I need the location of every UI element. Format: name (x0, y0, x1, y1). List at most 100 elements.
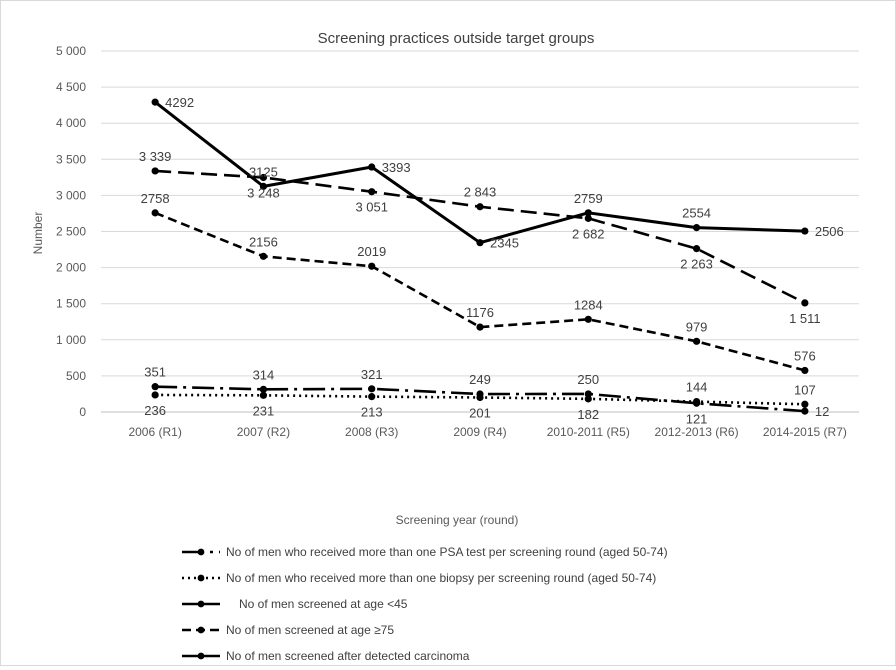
data-point (692, 398, 701, 406)
data-point (368, 393, 376, 401)
data-label: 979 (686, 319, 708, 334)
x-tick-label: 2014-2015 (R7) (763, 425, 847, 439)
legend-item: No of men screened at age ≥75 (182, 623, 394, 637)
data-label: 4292 (165, 95, 194, 110)
data-labels: 351 314 321 249 250 121 12 236 231 213 201 182 144 10… (139, 95, 844, 426)
data-point (692, 245, 701, 253)
data-label: 3 339 (139, 149, 172, 164)
y-tick-label: 5 000 (56, 44, 86, 58)
data-label: 236 (144, 403, 166, 418)
y-tick-label: 4 000 (56, 116, 86, 130)
x-tick-label: 2006 (R1) (128, 425, 181, 439)
data-label: 576 (794, 348, 816, 363)
data-label: 3393 (382, 160, 411, 175)
data-point (801, 400, 809, 408)
data-label: 249 (469, 372, 491, 387)
data-label: 121 (686, 411, 708, 426)
data-point (801, 227, 809, 235)
data-label: 3 248 (247, 185, 280, 200)
data-point (801, 407, 809, 415)
data-point (476, 239, 484, 247)
data-label: 182 (577, 407, 599, 422)
data-point (584, 214, 592, 222)
data-label: 2554 (682, 206, 711, 221)
data-label: 250 (577, 372, 599, 387)
data-label: 12 (815, 404, 829, 419)
data-point (368, 385, 376, 393)
data-label: 1176 (466, 305, 494, 320)
legend-marker (197, 626, 205, 634)
data-point (259, 391, 268, 399)
data-point (151, 98, 159, 106)
chart-title: Screening practices outside target group… (318, 30, 595, 47)
y-tick-label: 1 500 (56, 297, 86, 311)
data-label: 3 051 (355, 200, 388, 215)
data-point (476, 203, 484, 211)
y-tick-label: 1 000 (56, 333, 86, 347)
data-point (259, 252, 268, 260)
data-label: 2 843 (464, 185, 497, 200)
y-axis-ticks: 0 500 1 000 1 500 2 000 2 500 3 000 3 500 4 000 4… (56, 44, 86, 419)
data-label: 2019 (357, 244, 386, 259)
legend-marker (197, 600, 205, 608)
data-point (476, 323, 484, 331)
x-axis-ticks: 2006 (R1) 2007 (R2) 2008 (R3) 2009 (R4) 2010… (128, 425, 846, 439)
y-tick-label: 500 (66, 369, 86, 383)
legend-item: No of men who received more than one bio… (182, 571, 656, 585)
data-label: 144 (686, 380, 708, 395)
legend-label: No of men who received more than one bio… (226, 571, 656, 585)
data-label: 201 (469, 405, 491, 420)
data-label: 2345 (490, 236, 519, 251)
y-tick-label: 4 500 (56, 80, 86, 94)
data-label: 2506 (815, 224, 844, 239)
y-tick-label: 2 000 (56, 261, 86, 275)
data-point (476, 393, 484, 402)
legend-marker (197, 548, 205, 556)
data-point (801, 366, 809, 375)
y-tick-label: 3 500 (56, 152, 86, 166)
data-point (151, 209, 159, 217)
data-label: 321 (361, 367, 383, 382)
y-tick-label: 3 000 (56, 188, 86, 202)
legend-item: No of men who received more than one PSA… (182, 545, 668, 559)
data-point (692, 337, 701, 345)
data-label: 231 (253, 403, 275, 418)
data-label: 314 (253, 367, 275, 382)
legend: No of men who received more than one PSA… (182, 545, 668, 663)
data-point (259, 173, 268, 182)
legend-item: No of men screened after detected carcin… (182, 649, 470, 663)
data-point (151, 391, 159, 399)
y-tick-label: 2 500 (56, 225, 86, 239)
x-tick-label: 2007 (R2) (237, 425, 290, 439)
x-tick-label: 2012-2013 (R6) (655, 425, 739, 439)
gridlines (101, 50, 859, 413)
y-axis-label: Number (31, 212, 45, 255)
data-point (801, 299, 809, 307)
data-label: 3125 (249, 164, 278, 179)
x-axis-label: Screening year (round) (396, 513, 519, 527)
data-label: 2 682 (572, 226, 605, 241)
data-label: 2759 (574, 191, 603, 206)
legend-label: No of men who received more than one PSA… (226, 545, 668, 559)
y-tick-label: 0 (79, 405, 86, 419)
x-tick-label: 2008 (R3) (345, 425, 398, 439)
legend-label: No of men screened at age <45 (239, 597, 408, 611)
legend-marker (197, 652, 205, 660)
data-label: 1 511 (789, 311, 821, 326)
legend-marker (197, 574, 205, 582)
x-tick-label: 2010-2011 (R5) (547, 425, 630, 439)
data-point (368, 163, 376, 171)
data-point (584, 209, 592, 217)
data-label: 351 (144, 365, 166, 380)
data-point (259, 182, 268, 190)
legend-label: No of men screened after detected carcin… (226, 649, 470, 663)
data-point (151, 167, 159, 175)
data-label: 213 (361, 405, 383, 420)
data-label: 107 (794, 382, 816, 397)
data-label: 2 263 (680, 257, 713, 272)
series-group (151, 98, 809, 415)
data-point (368, 188, 376, 196)
data-label: 2156 (249, 234, 278, 249)
